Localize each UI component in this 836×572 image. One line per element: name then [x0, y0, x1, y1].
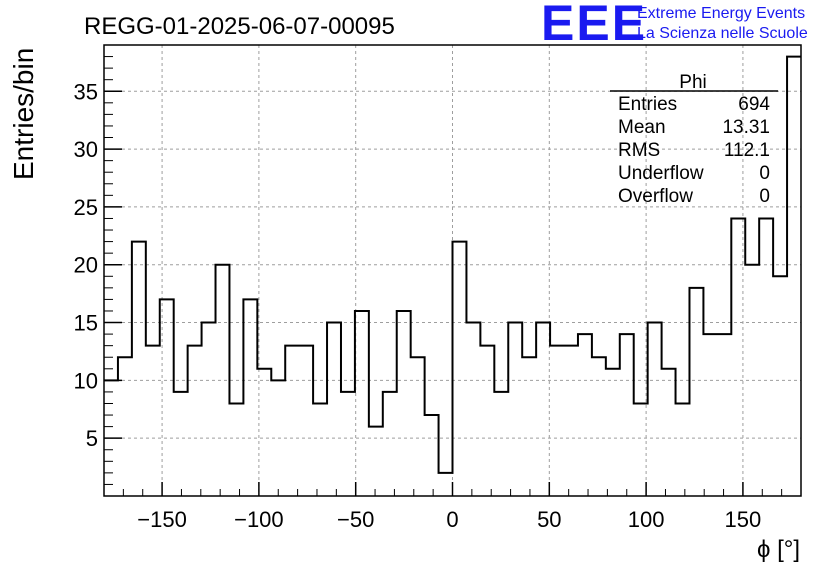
chart-title: REGG-01-2025-06-07-00095 [84, 13, 395, 40]
logo-line1: Extreme Energy Events [637, 5, 805, 22]
logo-line2: La Scienza nelle Scuole [637, 25, 808, 42]
stats-label: Underflow [618, 163, 704, 184]
stats-label: Overflow [618, 186, 693, 207]
stats-label: Entries [618, 94, 677, 115]
stats-value: 0 [759, 163, 770, 184]
x-tick-label: 100 [628, 507, 665, 532]
x-axis-label: ϕ [°] [757, 536, 800, 563]
y-tick-label: 10 [74, 368, 98, 393]
plot-frame [103, 44, 802, 497]
stats-label: Mean [618, 117, 666, 138]
stats-label: RMS [618, 140, 660, 161]
y-axis-ticks: 5 10 15 20 25 30 35 [74, 56, 122, 485]
stats-box: Phi Entries 694 Mean 13.31 RMS 112.1 Underflow… [610, 72, 778, 207]
y-tick-label: 15 [74, 311, 98, 336]
x-tick-label: 0 [446, 507, 458, 532]
stats-value: 694 [738, 94, 770, 115]
y-tick-label: 25 [74, 195, 98, 220]
stats-value: 13.31 [722, 117, 770, 138]
x-tick-label: 50 [537, 507, 561, 532]
y-tick-label: 5 [86, 426, 98, 451]
y-tick-label: 20 [74, 253, 98, 278]
x-axis-ticks: −150 −100 −50 0 50 100 150 [103, 482, 802, 532]
x-tick-label: 150 [725, 507, 762, 532]
y-axis-label: Entries/bin [8, 48, 39, 180]
stats-value: 112.1 [724, 140, 770, 161]
stats-value: 0 [759, 186, 770, 207]
x-tick-label: −50 [337, 507, 374, 532]
y-tick-label: 30 [74, 137, 98, 162]
eee-logo: EEE Extreme Energy Events La Scienza nel… [541, 0, 808, 51]
logo-letters: EEE [541, 0, 647, 51]
x-tick-label: −100 [234, 507, 284, 532]
stats-title: Phi [679, 72, 706, 93]
y-tick-label: 35 [74, 79, 98, 104]
x-tick-label: −150 [137, 507, 187, 532]
stats-rows: Entries 694 Mean 13.31 RMS 112.1 Underflow 0 Ove… [618, 94, 770, 207]
histogram-series [104, 55, 801, 474]
